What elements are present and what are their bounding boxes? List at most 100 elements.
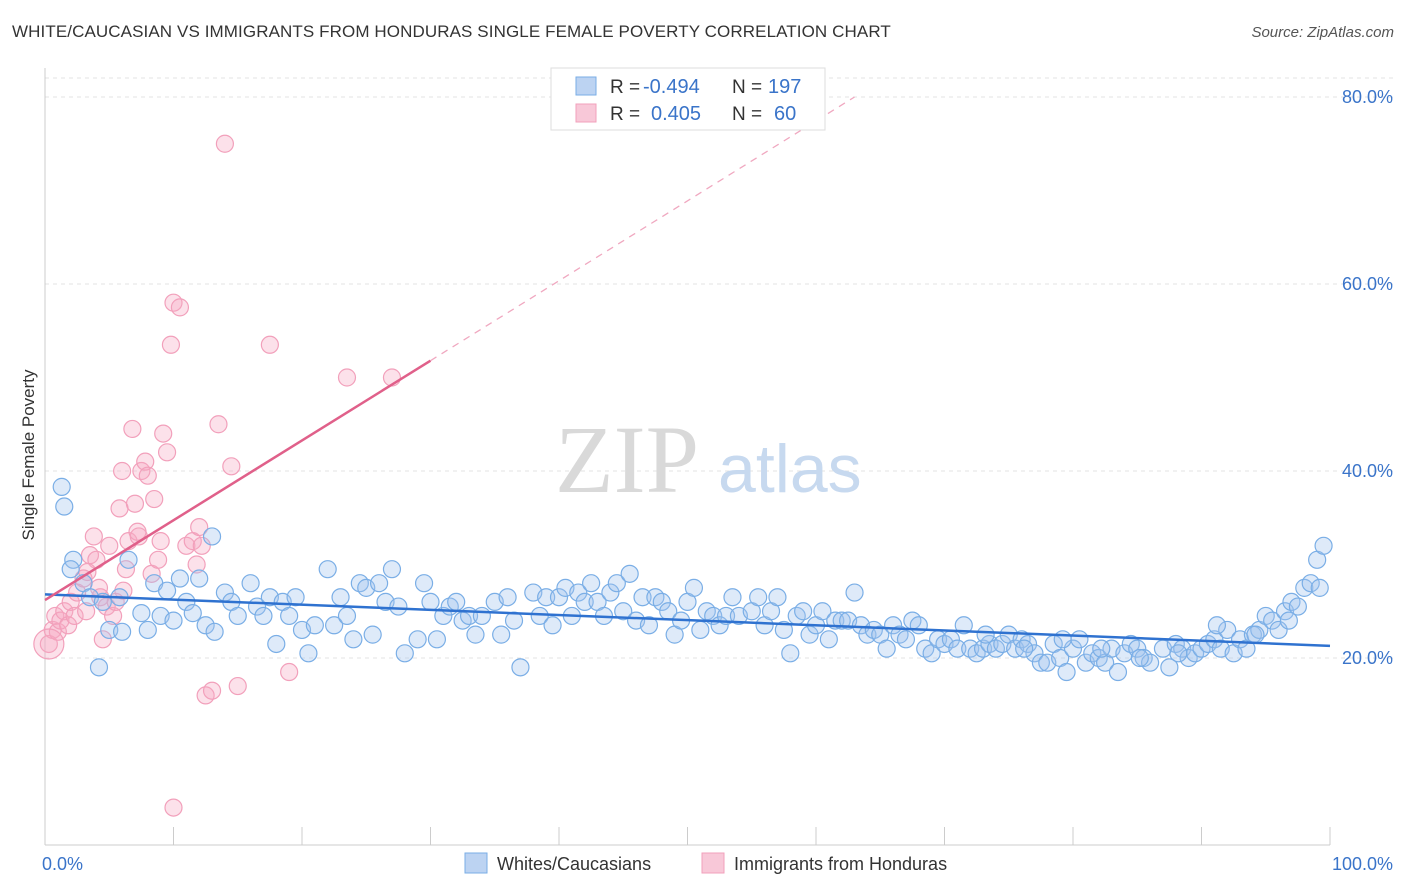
white-point-85 bbox=[633, 588, 652, 607]
white-point-12 bbox=[132, 604, 151, 623]
white-point-23 bbox=[202, 527, 222, 546]
white-point-194 bbox=[1169, 644, 1188, 663]
trend-line-honduras-extrapolated bbox=[430, 96, 855, 362]
white-point-86 bbox=[639, 616, 659, 635]
honduras-point-49 bbox=[228, 676, 247, 696]
white-point-19 bbox=[177, 592, 196, 612]
white-point-82 bbox=[614, 602, 633, 621]
legend-swatch-white bbox=[575, 76, 597, 96]
white-point-11 bbox=[119, 550, 138, 569]
white-point-51 bbox=[395, 644, 414, 663]
honduras-point-36 bbox=[157, 443, 177, 462]
white-point-199 bbox=[976, 625, 995, 644]
white-point-9 bbox=[89, 658, 109, 677]
white-point-76 bbox=[575, 592, 594, 612]
white-point-192 bbox=[1246, 625, 1265, 644]
honduras-point-21 bbox=[110, 499, 129, 518]
white-point-151 bbox=[1063, 639, 1083, 658]
white-point-39 bbox=[318, 560, 337, 579]
honduras-point-39 bbox=[170, 298, 190, 317]
white-point-46 bbox=[363, 625, 382, 644]
honduras-point-33 bbox=[148, 550, 168, 569]
white-point-16 bbox=[157, 581, 177, 600]
trend-line-white bbox=[44, 593, 1331, 648]
bottom-legend-label-white: Whites/Caucasians bbox=[497, 854, 651, 874]
white-point-52 bbox=[408, 630, 427, 649]
trend-lines bbox=[44, 96, 1331, 648]
y-axis-label: Single Female Poverty bbox=[19, 369, 38, 541]
x-tick-label-max: 100.0% bbox=[1332, 854, 1393, 874]
white-point-133 bbox=[948, 639, 967, 658]
honduras-point-52 bbox=[337, 368, 357, 387]
trend-line-honduras bbox=[44, 359, 432, 602]
gridlines bbox=[45, 77, 1393, 659]
white-point-158 bbox=[1108, 662, 1128, 682]
white-point-88 bbox=[652, 592, 671, 612]
white-point-196 bbox=[1092, 639, 1111, 658]
honduras-point-47 bbox=[215, 134, 234, 153]
legend-r-label-white: R = bbox=[610, 77, 640, 98]
honduras-point-32 bbox=[145, 489, 164, 509]
white-point-62 bbox=[472, 606, 491, 626]
white-point-17 bbox=[164, 611, 183, 630]
honduras-point-26 bbox=[125, 494, 145, 513]
honduras-point-29 bbox=[136, 452, 155, 471]
white-point-189 bbox=[1314, 536, 1333, 555]
honduras-point-46 bbox=[209, 415, 228, 434]
honduras-point-50 bbox=[260, 335, 279, 354]
honduras-point-35 bbox=[154, 424, 173, 443]
white-point-40 bbox=[325, 616, 344, 635]
white-point-94 bbox=[691, 620, 710, 640]
white-point-10 bbox=[112, 622, 132, 641]
honduras-point-19 bbox=[104, 606, 123, 626]
white-point-13 bbox=[138, 620, 157, 640]
white-point-54 bbox=[421, 592, 440, 612]
white-point-125 bbox=[896, 630, 916, 649]
white-point-77 bbox=[582, 574, 601, 593]
white-point-109 bbox=[794, 602, 813, 621]
white-point-195 bbox=[1130, 648, 1149, 668]
white-point-71 bbox=[543, 616, 562, 635]
white-point-93 bbox=[684, 578, 704, 597]
white-point-50 bbox=[389, 597, 408, 616]
legend-n-label-honduras: N = bbox=[732, 104, 762, 125]
white-point-106 bbox=[774, 620, 793, 640]
white-point-127 bbox=[909, 616, 928, 635]
white-point-146 bbox=[1031, 653, 1050, 672]
legend-n-value-white: 197 bbox=[768, 76, 801, 98]
honduras-point-34 bbox=[151, 532, 170, 551]
axes bbox=[44, 68, 1331, 846]
white-point-49 bbox=[382, 560, 402, 579]
legend-swatch-honduras bbox=[575, 103, 597, 123]
white-point-55 bbox=[427, 630, 447, 649]
honduras-point-30 bbox=[138, 466, 157, 485]
white-point-152 bbox=[1070, 630, 1089, 649]
white-point-193 bbox=[1207, 616, 1227, 635]
white-point-28 bbox=[241, 574, 260, 593]
white-point-165 bbox=[1160, 658, 1179, 677]
white-point-21 bbox=[190, 569, 209, 588]
honduras-point-42 bbox=[187, 555, 206, 574]
honduras-point-58 bbox=[128, 522, 147, 541]
white-point-18 bbox=[170, 569, 190, 588]
white-point-112 bbox=[813, 602, 832, 621]
honduras-point-18 bbox=[100, 536, 119, 555]
white-point-41 bbox=[331, 588, 350, 607]
white-point-69 bbox=[530, 606, 549, 626]
honduras-point-57 bbox=[192, 536, 211, 555]
honduras-point-7 bbox=[61, 592, 80, 612]
white-point-81 bbox=[607, 574, 626, 593]
white-point-43 bbox=[344, 630, 363, 649]
white-point-37 bbox=[299, 644, 318, 663]
white-point-22 bbox=[196, 616, 215, 635]
white-point-65 bbox=[498, 588, 517, 607]
stats-legend-box bbox=[550, 67, 826, 131]
y-tick-label-1: 40.0% bbox=[1342, 461, 1393, 481]
white-point-191 bbox=[1279, 611, 1298, 630]
white-point-75 bbox=[569, 583, 588, 602]
white-point-30 bbox=[254, 606, 273, 626]
series-white-points bbox=[52, 477, 1333, 682]
white-point-134 bbox=[954, 616, 973, 635]
white-point-27 bbox=[228, 606, 247, 626]
honduras-point-large bbox=[33, 628, 65, 660]
